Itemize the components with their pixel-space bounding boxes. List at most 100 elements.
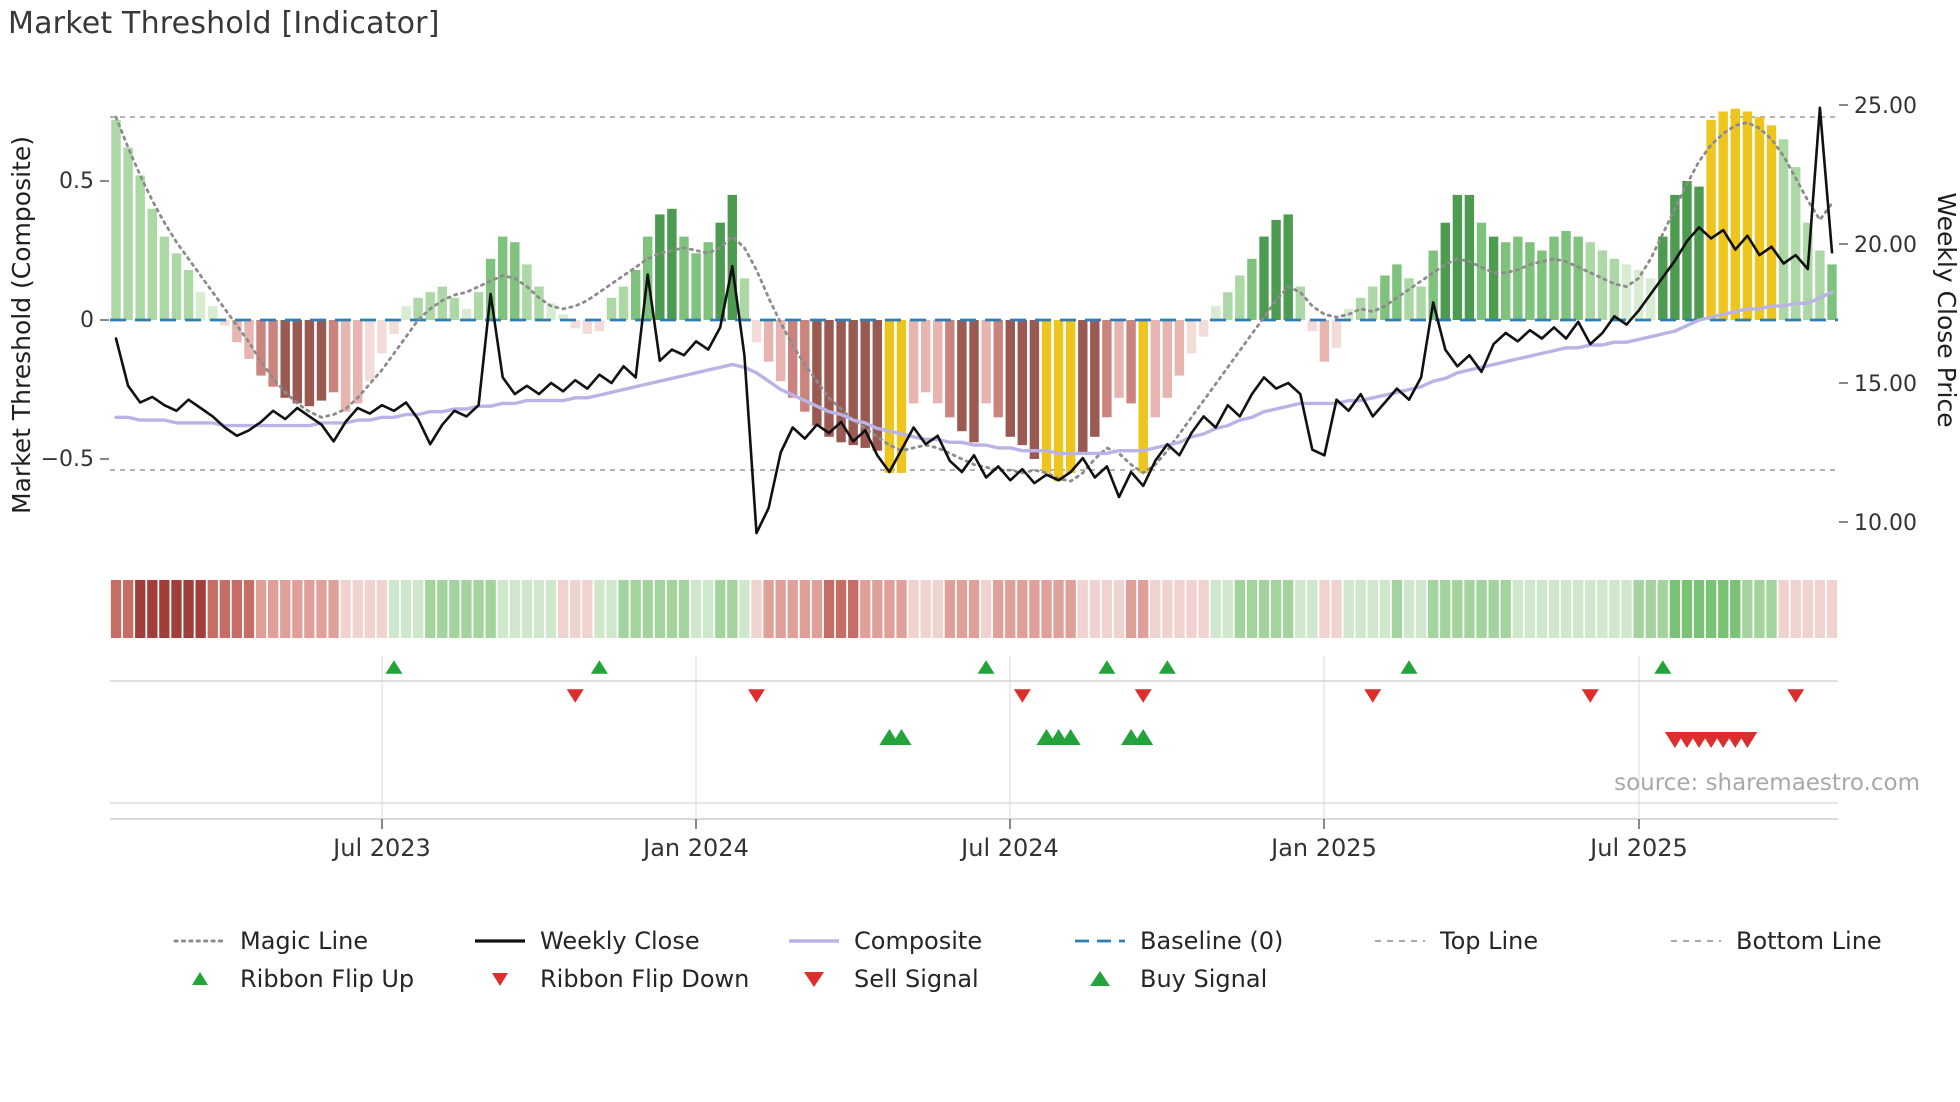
ribbon-cell [1222,580,1233,638]
histogram-bar [1041,320,1052,473]
histogram-bar [1259,236,1269,320]
histogram-bar [365,320,375,382]
ribbon-cell [521,580,533,638]
ribbon-cell [1452,580,1463,638]
histogram-bar [377,320,387,354]
legend-sell-signal: Sell Signal [786,962,979,996]
legend-label: Magic Line [240,927,369,955]
ribbon-cell [1718,580,1729,638]
weekly-close-line [114,106,1834,535]
histogram-bar [1766,125,1777,321]
histogram-bar [1791,167,1801,320]
ribbon-cell [123,580,134,638]
histogram-bar [280,320,290,398]
right-axis-tick: 20.00 [1854,233,1917,258]
histogram-bar [1186,320,1197,354]
histogram-bar [1803,222,1813,320]
histogram-bar [884,320,895,473]
ribbon-cell [1246,580,1258,638]
ribbon-cell [1621,580,1632,638]
histogram-bar [848,320,858,446]
ribbon-cell [1355,580,1366,638]
ribbon-cell [1403,580,1415,638]
ribbon-cell [570,580,581,638]
ribbon-cell [509,580,520,638]
ribbon-cell [594,580,605,638]
triangle-down-icon [492,973,508,986]
legend-top-line: Top Line [1372,924,1538,958]
ribbon-cell [400,580,412,638]
histogram-bar [195,292,206,320]
histogram-bar [691,253,701,320]
ribbon-cell [195,580,206,638]
ribbon-flip-up-marker [590,660,608,674]
ribbon-flip-down-marker [1013,689,1031,703]
buy-signal-marker [1060,729,1081,745]
ribbon-cell [340,580,351,638]
ribbon-cell [1693,580,1705,638]
ribbon-cell [618,580,629,638]
ribbon-cell [654,580,665,638]
ribbon-cell [1512,580,1523,638]
ribbon-cell [328,580,339,638]
ribbon-cell [1609,580,1620,638]
ribbon-cell [1271,580,1282,638]
histogram-bar [510,242,520,320]
histogram-bar [135,175,145,320]
ribbon-cell [1826,580,1838,638]
ribbon-cell [461,580,472,638]
ribbon-cell [388,580,400,638]
ribbon-cell [848,580,859,638]
ribbon-flip-up-marker [385,660,403,674]
ribbon-cell [1162,580,1173,638]
histogram-bar [1235,275,1245,320]
ribbon-cell [352,580,363,638]
ribbon-cell [1585,580,1596,638]
x-axis-tick: Jul 2024 [959,834,1059,862]
histogram-bar [1633,270,1644,320]
lavender-line-swatch [789,939,839,943]
legend-label: Ribbon Flip Up [240,965,415,993]
source-credit: source: sharemaestro.com [1614,770,1920,796]
ribbon-cell [497,580,508,638]
ribbon-cell [763,580,774,638]
ribbon-cell [1561,580,1572,638]
ribbon-cell [1524,580,1535,638]
histogram-bar [594,320,605,332]
ribbon-cell [715,580,726,638]
legend-composite: Composite [786,924,982,958]
x-axis-tick: Jan 2024 [641,834,749,862]
ribbon-cell [1174,580,1185,638]
histogram-bar [667,208,677,320]
ribbon-cell [993,580,1004,638]
ribbon-cell [835,580,847,638]
ribbon-cell [1488,580,1499,638]
histogram-bar [1815,250,1825,320]
histogram-bar [1585,242,1595,320]
ribbon-cell [1065,580,1076,638]
histogram-bar [1029,320,1040,459]
histogram-bar [1682,181,1692,320]
left-axis-tick: 0 [80,308,94,333]
histogram-bar [933,320,943,404]
ribbon-cell [1005,580,1016,638]
ribbon-cell [1778,580,1789,638]
histogram-bar [147,208,157,320]
dashed-gray-line-swatch [1375,940,1425,942]
magic-line [114,115,1834,483]
histogram-bar [1778,139,1789,320]
buy-signal-marker [891,729,912,745]
histogram-bar [123,147,133,320]
ribbon-cell [944,580,955,638]
legend-baseline: Baseline (0) [1072,924,1283,958]
histogram-bar [534,286,544,320]
ribbon-cell [799,580,810,638]
ribbon-cell [775,580,786,638]
histogram-bar [1368,286,1378,320]
ribbon-cell [1706,580,1717,638]
ribbon-cell [1790,580,1801,638]
histogram-bar [1464,194,1475,320]
ribbon-cell [1210,580,1221,638]
histogram-bar [461,308,472,320]
